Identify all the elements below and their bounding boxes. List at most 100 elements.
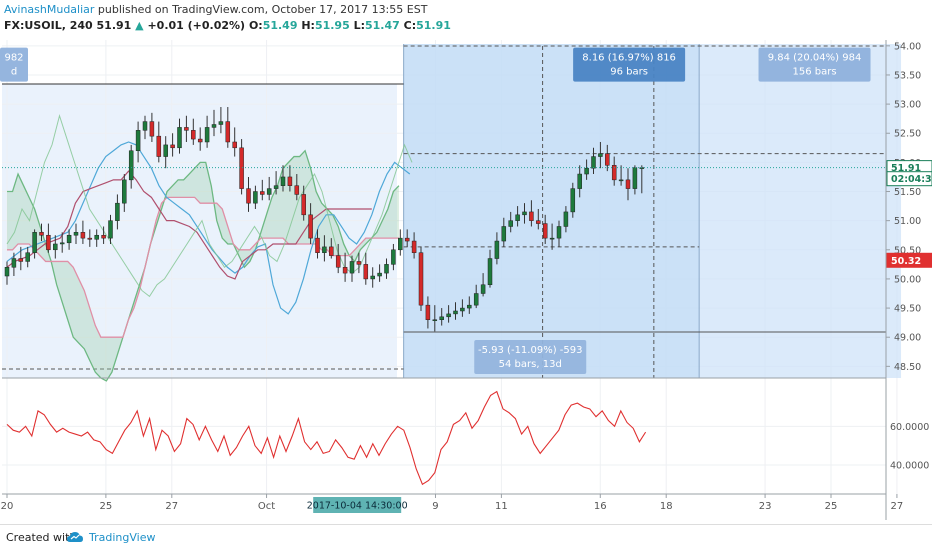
candle-body: [453, 310, 458, 315]
candle-body: [273, 185, 279, 189]
candle-body: [611, 165, 617, 181]
time-tick-label: 27: [165, 501, 178, 512]
measure-box-line2: 54 bars, 13d: [499, 359, 562, 370]
candle-body: [246, 188, 251, 204]
candle-body: [115, 202, 120, 221]
price-tick-label: 54.00: [894, 41, 921, 52]
low-value: 51.47: [365, 19, 400, 32]
time-tick-label: 18: [660, 501, 673, 512]
price-tick-label: 50.00: [894, 274, 921, 285]
price-axis-label-box: [886, 171, 932, 187]
measure-box: [573, 47, 686, 82]
candle-body: [411, 240, 417, 253]
price-axis-label: 51.91: [891, 163, 921, 174]
price-axis-label: 02:04:37: [891, 174, 932, 185]
candle-body: [308, 214, 313, 239]
time-tick-label: 25: [100, 501, 113, 512]
high-value: 51.95: [314, 19, 350, 32]
measure-box-line1: -5.93 (-11.09%) -593: [478, 345, 582, 356]
conversion-line: [6, 141, 411, 315]
measure-box-line1: 982: [4, 53, 23, 64]
candle-body: [425, 304, 431, 320]
author-link[interactable]: AvinashMudaliar: [4, 3, 95, 16]
candle-body: [108, 220, 113, 239]
candle-body: [156, 135, 162, 157]
candle-body: [356, 261, 362, 265]
candle-body: [101, 234, 106, 239]
candle-body: [391, 249, 396, 265]
tradingview-link[interactable]: TradingView: [89, 531, 156, 544]
candle-body: [487, 258, 493, 286]
measure-box-line1: 9.84 (20.04%) 984: [768, 53, 862, 64]
candle-body: [232, 141, 237, 149]
candle-body: [598, 153, 603, 157]
candle-body: [177, 127, 182, 149]
candle-body: [563, 211, 569, 227]
candle-body: [294, 185, 300, 195]
candle-body: [239, 147, 244, 189]
candle-body: [618, 179, 624, 182]
candle-body: [53, 243, 58, 251]
tradingview-cloud-icon: [67, 532, 83, 542]
candle-body: [605, 153, 610, 166]
candle-body: [59, 242, 65, 245]
candle-body: [191, 130, 196, 140]
low-label: L:: [353, 19, 365, 32]
created-with-text: Created with: [6, 531, 77, 544]
oscillator-pane: [2, 377, 886, 486]
symbol-label[interactable]: FX:USOIL, 240: [4, 19, 93, 32]
candle-body: [287, 176, 293, 186]
price-tick-label: 52.50: [894, 129, 921, 140]
candle-body: [39, 232, 44, 236]
candle-body: [542, 223, 548, 239]
candle-body: [66, 234, 72, 244]
price-change: +0.01 (+0.02%): [147, 19, 246, 32]
candle-body: [163, 144, 168, 157]
candle-body: [329, 246, 334, 256]
candle-body: [266, 188, 272, 195]
candle-body: [197, 138, 203, 143]
candle-body: [170, 144, 175, 149]
candle-body: [418, 252, 424, 306]
time-tick-label: 11: [495, 501, 508, 512]
candle-body: [398, 237, 403, 251]
candle-body: [494, 240, 500, 259]
candle-body: [87, 237, 93, 240]
ichimoku-cloud: [7, 150, 399, 381]
candle-body: [335, 255, 341, 268]
candle-body: [342, 267, 348, 274]
price-tick-label: 49.50: [894, 304, 921, 315]
time-axis-bg: [2, 494, 886, 520]
candle-body: [522, 211, 527, 216]
candle-body: [4, 267, 10, 277]
candle-body: [384, 264, 389, 274]
published-text: published on TradingView.com, October 17…: [94, 3, 428, 16]
measure-box-line2: 156 bars: [792, 67, 836, 78]
candle-body: [363, 264, 369, 280]
price-tick-label: 49.00: [894, 333, 921, 344]
time-tick-label: 20: [1, 501, 14, 512]
candle-body: [260, 191, 265, 195]
measure-box-line2: 96 bars: [610, 67, 648, 78]
time-tick-label: Oct: [258, 501, 275, 512]
candle-body: [32, 232, 37, 253]
price-tick-label: 48.50: [894, 362, 921, 373]
oscillator-line: [6, 390, 647, 486]
candle-body: [625, 179, 631, 189]
candle-body: [204, 127, 210, 143]
candle-body: [432, 319, 438, 321]
candle-body: [508, 220, 513, 227]
candle-body: [467, 304, 472, 309]
price-axis-label-box: [886, 252, 932, 268]
last-price: 51.91: [96, 19, 132, 32]
candle-body: [460, 307, 465, 312]
price-tick-label: 53.50: [894, 70, 921, 81]
candle-body: [135, 130, 141, 151]
time-tick-label: 27: [891, 501, 904, 512]
price-tick-label: 51.00: [894, 216, 921, 227]
price-chart[interactable]: 48.5049.0049.5050.0050.5051.0051.5052.00…: [0, 36, 932, 524]
candle-body: [446, 313, 451, 318]
candle-body: [315, 237, 320, 253]
price-tick-label: 51.50: [894, 187, 921, 198]
